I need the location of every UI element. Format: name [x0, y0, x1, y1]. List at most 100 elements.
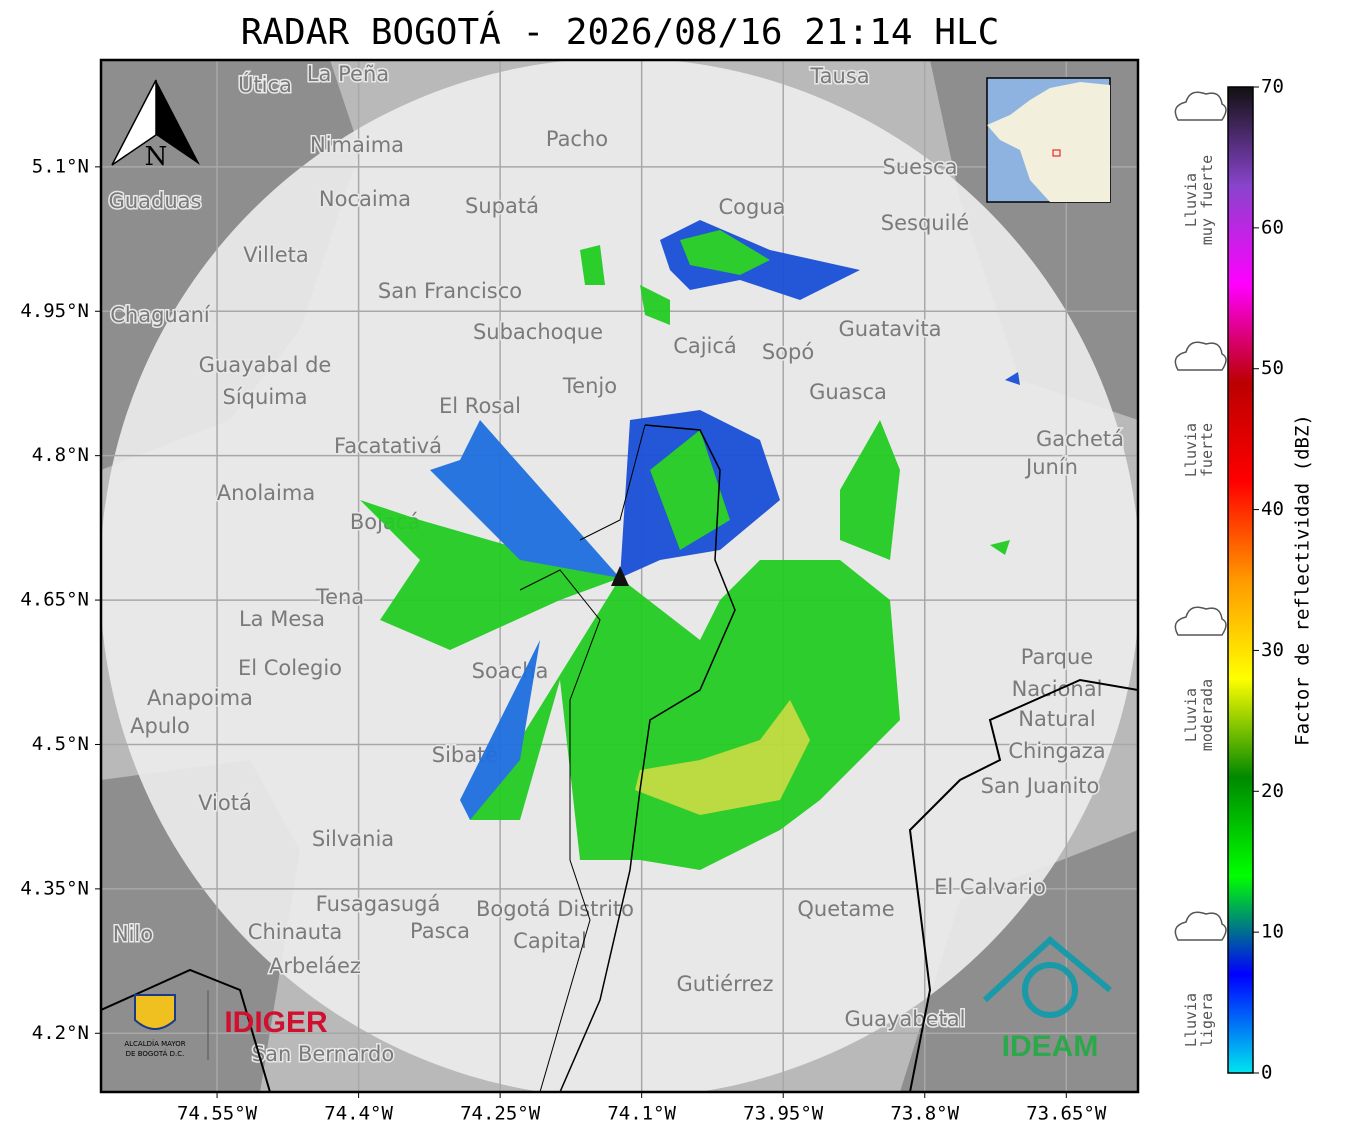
colorbar-tick-label: 10	[1261, 921, 1284, 943]
rain-level-label: muy fuerte	[1198, 155, 1216, 245]
rain-level-label: Lluvia	[1182, 423, 1200, 477]
place-label: Natural	[1018, 707, 1095, 731]
ideam-logo: IDEAM	[982, 936, 1112, 1063]
place-label: El Rosal	[439, 394, 521, 418]
place-label: Pacho	[546, 127, 608, 151]
place-label: El Calvario	[934, 875, 1046, 899]
place-label: Tausa	[809, 64, 869, 88]
place-label: Subachoque	[473, 320, 603, 344]
place-label: Tenjo	[562, 374, 617, 398]
place-label: Cajicá	[673, 334, 737, 358]
colorbar-tick-label: 50	[1261, 357, 1284, 379]
place-label: Sopó	[762, 340, 814, 364]
x-tick-label: 73.95°W	[743, 1103, 824, 1125]
rain-level-label: moderada	[1198, 679, 1216, 751]
place-label: Suesca	[883, 155, 958, 179]
x-tick-label: 74.4°W	[324, 1103, 393, 1125]
colorbar-tick-label: 60	[1261, 216, 1284, 238]
colorbar-tick-label: 20	[1261, 780, 1284, 802]
place-label: Bogotá Distrito	[476, 897, 634, 921]
rain-level-label: Lluvia	[1182, 688, 1200, 742]
radar-echoes	[360, 220, 1020, 870]
place-label: Junín	[1024, 455, 1078, 479]
place-label: Viotá	[198, 791, 252, 815]
y-tick-label: 5.1°N	[32, 155, 89, 177]
rain-level-label: Lluvia	[1182, 993, 1200, 1047]
place-label: Cogua	[718, 195, 785, 219]
place-label: Silvania	[312, 827, 394, 851]
place-label: Chingaza	[1008, 739, 1105, 763]
cloud-icon	[1174, 606, 1227, 636]
alcaldia-logo: ALCALDÍA MAYOR DE BOGOTÁ D.C. IDIGER	[124, 990, 328, 1060]
place-label: Nilo	[113, 922, 153, 946]
colorbar-label: Factor de reflectividad (dBZ)	[1292, 414, 1314, 746]
place-label: Facatativá	[334, 434, 442, 458]
north-label: N	[145, 142, 168, 172]
place-label: Arbeláez	[269, 954, 361, 978]
cloud-icon	[1174, 341, 1227, 371]
alcaldia-line: DE BOGOTÁ D.C.	[126, 1049, 185, 1058]
y-tick-label: 4.5°N	[32, 733, 89, 755]
y-tick-label: 4.8°N	[32, 444, 89, 466]
title: RADAR BOGOTÁ - 2026/08/16 21:14 HLC	[241, 11, 1000, 53]
place-label: Guaduas	[109, 189, 202, 213]
place-label: San Francisco	[378, 279, 522, 303]
rain-level-label: fuerte	[1198, 423, 1216, 477]
rain-level-label: ligera	[1198, 993, 1216, 1047]
axes: 74.55°W 74.4°W 74.25°W 74.1°W 73.95°W 73.8°W 7…	[20, 155, 1107, 1124]
x-tick-label: 74.1°W	[607, 1103, 676, 1125]
place-label: Sesquilé	[881, 211, 969, 235]
colorbar-tick-label: 70	[1261, 76, 1284, 98]
colorbar-tick-label: 30	[1261, 639, 1284, 661]
idiger-logo: IDIGER	[224, 1006, 328, 1039]
place-label: Fusagasugá	[316, 892, 441, 916]
place-label: Nimaima	[310, 133, 404, 157]
place-label: Útica	[238, 72, 292, 97]
place-labels: La Peña Útica Tausa Pacho Nimaima Nocaima Supa…	[107, 61, 1125, 1068]
place-label: Parque	[1021, 645, 1093, 669]
place-label: Quetame	[797, 897, 894, 921]
place-label: Villeta	[243, 243, 308, 267]
map-frame	[99, 58, 1140, 1094]
place-label: Capital	[513, 929, 587, 953]
place-label: Síquima	[223, 385, 308, 409]
place-label: Supatá	[465, 194, 539, 218]
x-tick-label: 73.65°W	[1026, 1103, 1107, 1125]
place-label: San Bernardo	[252, 1042, 394, 1066]
place-label: Nacional	[1012, 677, 1103, 701]
y-tick-label: 4.65°N	[20, 589, 89, 611]
y-tick-label: 4.2°N	[32, 1022, 89, 1044]
place-label: Gachetá	[1036, 427, 1124, 451]
place-label: Anolaima	[217, 481, 315, 505]
map: La Peña Útica Tausa Pacho Nimaima Nocaima Supa…	[101, 60, 1138, 1092]
x-tick-label: 74.25°W	[460, 1103, 541, 1125]
y-tick-label: 4.35°N	[20, 877, 89, 899]
colorbar-tick-label: 0	[1261, 1062, 1272, 1084]
place-label: Chaguaní	[110, 303, 211, 327]
place-label: Apulo	[130, 714, 190, 738]
boundaries	[101, 424, 1138, 1092]
ideam-text: IDEAM	[1002, 1030, 1099, 1063]
cloud-icon	[1174, 911, 1227, 941]
place-label: Anapoima	[147, 686, 253, 710]
inset-map	[986, 77, 1111, 203]
place-label: Guayabetal	[845, 1007, 966, 1031]
place-label: La Mesa	[239, 607, 325, 631]
place-label: El Colegio	[238, 656, 342, 680]
colorbar	[1227, 86, 1254, 1074]
x-tick-label: 73.8°W	[890, 1103, 959, 1125]
colorbar-tick-label: 40	[1261, 498, 1284, 520]
north-arrow: N	[111, 79, 200, 172]
place-label: La Peña	[307, 62, 389, 86]
x-tick-label: 74.55°W	[177, 1103, 258, 1125]
place-label: Soacha	[472, 659, 549, 683]
rain-level-label: Lluvia	[1182, 173, 1200, 227]
place-label: Tena	[315, 585, 364, 609]
place-label: Guayabal de	[199, 353, 332, 377]
y-tick-label: 4.95°N	[20, 300, 89, 322]
place-label: Pasca	[410, 919, 470, 943]
place-label: Gutiérrez	[677, 972, 774, 996]
place-label: Guasca	[809, 380, 887, 404]
